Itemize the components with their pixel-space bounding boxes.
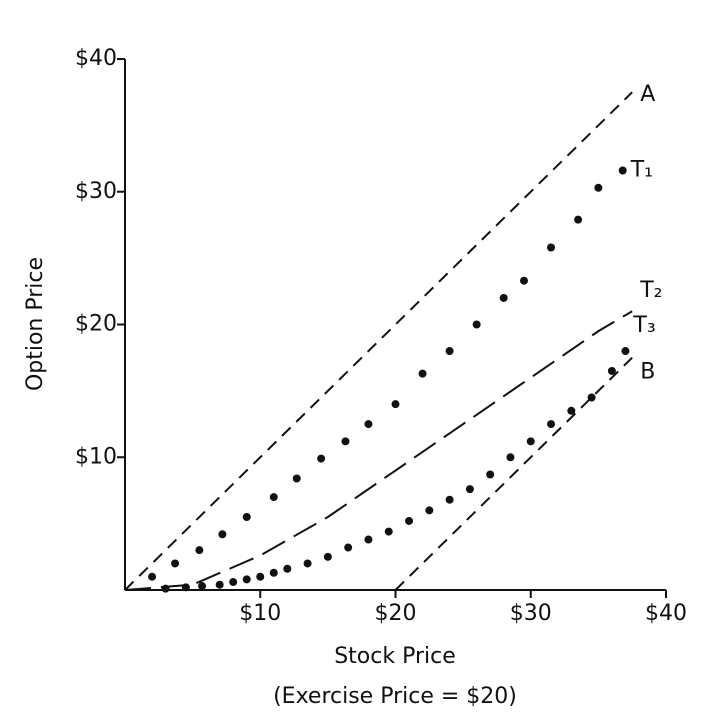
x-tick-label: $10 [239, 601, 281, 626]
data-dot [607, 366, 616, 375]
data-dot [195, 546, 204, 555]
y-tick-label: $40 [75, 46, 117, 71]
data-dot [547, 243, 556, 252]
data-dot [218, 530, 227, 539]
data-dot [465, 485, 474, 494]
data-dot [341, 437, 350, 446]
data-dot [317, 454, 326, 463]
data-dot [618, 166, 627, 175]
data-dot [506, 453, 515, 462]
data-dot [621, 347, 630, 356]
data-dot [486, 470, 495, 479]
data-dot [256, 572, 265, 581]
y-tick-label: $10 [75, 444, 117, 469]
y-tick-label: $20 [75, 312, 117, 337]
data-dot [391, 400, 400, 409]
data-dot [567, 406, 576, 415]
data-dot [499, 293, 508, 302]
data-dot [384, 527, 393, 536]
data-dot [242, 575, 251, 584]
data-dot [445, 495, 454, 504]
data-dot [283, 564, 292, 573]
note: (Exercise Price = $20) [273, 684, 517, 709]
series-label: A [640, 82, 655, 107]
data-dot [303, 559, 312, 568]
y-tick-label: $30 [75, 179, 117, 204]
series-line [124, 91, 633, 591]
data-dot [292, 474, 301, 483]
data-dot [215, 580, 224, 589]
data-dot [472, 320, 481, 329]
x-tick-label: $30 [510, 601, 552, 626]
data-dot [405, 516, 414, 525]
data-dot [344, 543, 353, 552]
data-dot [198, 582, 207, 591]
series-label: B [640, 360, 655, 385]
data-dot [161, 584, 170, 593]
data-dot [269, 568, 278, 577]
data-dot [229, 578, 238, 587]
data-dot [445, 347, 454, 356]
data-dot [242, 512, 251, 521]
series-line [394, 356, 633, 591]
data-dot [181, 583, 190, 592]
series-label: T₃ [632, 313, 655, 338]
data-dot [526, 437, 535, 446]
data-dot [519, 276, 528, 285]
data-dot [418, 369, 427, 378]
data-dot [269, 493, 278, 502]
data-dot [148, 572, 157, 581]
series-label: T₂ [639, 278, 662, 303]
series-label: T₁ [630, 158, 653, 183]
data-dot [323, 552, 332, 561]
data-dot [171, 559, 180, 568]
data-dot [364, 420, 373, 429]
x-tick-label: $20 [375, 601, 417, 626]
data-dot [547, 420, 556, 429]
x-tick-label: $40 [645, 601, 687, 626]
series-line [124, 310, 633, 591]
y-axis-title: Option Price [23, 257, 48, 391]
data-dot [364, 535, 373, 544]
data-dot [425, 506, 434, 515]
x-axis-title: Stock Price [334, 644, 456, 669]
data-dot [594, 183, 603, 192]
data-dot [574, 215, 583, 224]
